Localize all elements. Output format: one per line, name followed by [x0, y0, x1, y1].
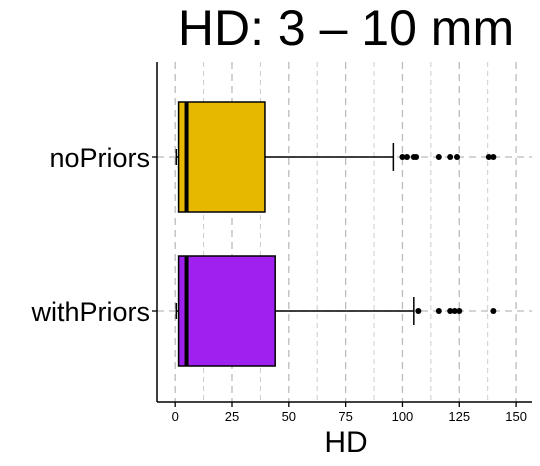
x-tick-label: 50 — [282, 409, 296, 424]
category-label: noPriors — [49, 143, 150, 173]
category-label: withPriors — [30, 297, 150, 327]
boxes — [175, 101, 497, 367]
x-tick-label: 125 — [448, 409, 470, 424]
box — [177, 101, 266, 213]
outlier-point — [454, 154, 460, 160]
outlier-point — [415, 308, 422, 314]
outlier-point — [447, 308, 454, 314]
outlier-point — [490, 154, 497, 160]
x-tick-label: 150 — [505, 409, 527, 424]
axes — [152, 62, 532, 407]
x-tick-label: 100 — [392, 409, 414, 424]
x-axis-title: HD — [324, 426, 367, 459]
chart-title: HD: 3 – 10 mm — [178, 0, 514, 56]
outlier-point — [485, 154, 492, 160]
x-tick-label: 0 — [172, 409, 179, 424]
outlier-point — [399, 154, 406, 160]
outlier-point — [404, 154, 410, 160]
outlier-point — [490, 308, 497, 314]
outlier-point — [435, 154, 442, 160]
outlier-point — [435, 308, 442, 314]
x-tick-label: 75 — [338, 409, 352, 424]
outlier-point — [413, 154, 420, 160]
x-tick-label: 25 — [225, 409, 239, 424]
outlier-point — [451, 308, 458, 314]
box — [177, 255, 276, 367]
outlier-point — [447, 154, 454, 160]
outlier-point — [456, 308, 463, 314]
labels: 0 25 50 75 100 125 150 noPriors withPriors — [30, 143, 526, 424]
